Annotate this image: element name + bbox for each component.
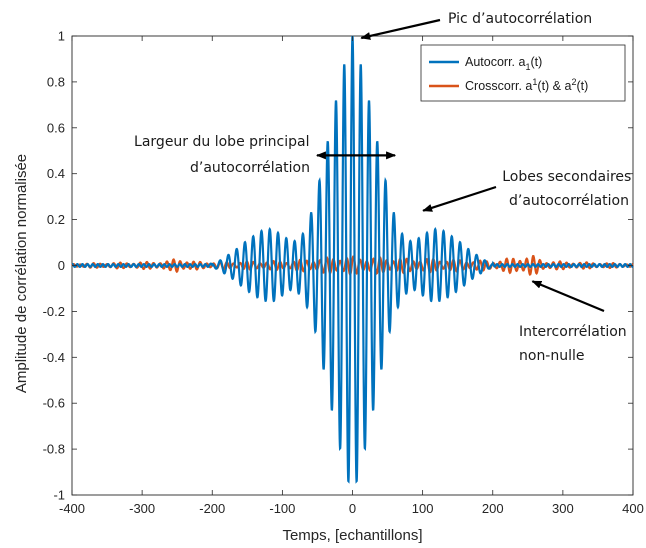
y-tick-label: -0.4 — [43, 350, 65, 365]
y-tick-label: 0.6 — [47, 120, 65, 135]
annotation-main-lobe-width: Largeur du lobe principal d’autocorrélat… — [134, 134, 314, 176]
y-tick-label: 1 — [58, 29, 65, 44]
axis-ticks: -400 -300 -200 -100 0 100 200 300 400 1 0.8 0.6 0.4 0… — [43, 29, 644, 517]
y-tick-label: 0.2 — [47, 212, 65, 227]
annotation-crosscorrelation-line-1: Intercorrélation — [519, 324, 627, 340]
legend: Autocorr. a1(t) Crosscorr. a1(t) & a2(t) — [420, 44, 626, 102]
legend-autocorr-main: Autocorr. a — [465, 55, 525, 69]
legend-crosscorr-end: (t) — [576, 79, 588, 93]
x-tick-label: -100 — [269, 501, 295, 516]
annotation-sidelobes-line-2: d’autocorrélation — [509, 193, 629, 209]
annotation-crosscorrelation-arrow — [531, 280, 605, 313]
y-axis-label: Amplitude de corrélation normalisée — [13, 154, 30, 393]
legend-autocorr-end: (t) — [530, 55, 542, 69]
y-tick-label: -1 — [53, 488, 65, 503]
y-tick-label: -0.6 — [43, 396, 65, 411]
annotation-crosscorrelation-line-2: non-nulle — [519, 348, 585, 364]
x-tick-label: -200 — [199, 501, 225, 516]
legend-crosscorr-superscript-1: 1 — [532, 77, 537, 87]
annotation-crosscorrelation: Intercorrélation non-nulle — [519, 324, 631, 364]
legend-box — [420, 44, 626, 102]
annotation-main-lobe-width-line-1: Largeur du lobe principal — [134, 134, 309, 150]
x-tick-label: 400 — [622, 501, 644, 516]
x-tick-label: -400 — [59, 501, 85, 516]
annotation-peak: Pic d’autocorrélation — [448, 11, 592, 27]
x-tick-label: 200 — [482, 501, 504, 516]
y-tick-label: -0.2 — [43, 304, 65, 319]
y-tick-label: 0 — [58, 258, 65, 273]
y-tick-label: 0.8 — [47, 74, 65, 89]
legend-crosscorr-main: Crosscorr. a — [465, 79, 532, 93]
annotation-sidelobes-line-1: Lobes secondaires — [502, 169, 631, 185]
y-tick-label: -0.8 — [43, 442, 65, 457]
legend-crosscorr-superscript-2: 2 — [571, 77, 576, 87]
x-axis-label: Temps, [echantillons] — [282, 527, 422, 544]
annotation-peak-line-1: Pic d’autocorrélation — [448, 11, 592, 27]
y-tick-label: 0.4 — [47, 166, 65, 181]
annotation-main-lobe-width-line-2: d’autocorrélation — [190, 160, 310, 176]
legend-label-autocorr: Autocorr. a1(t) — [465, 55, 542, 72]
legend-label-crosscorr: Crosscorr. a1(t) & a2(t) — [465, 77, 588, 93]
x-tick-label: 300 — [552, 501, 574, 516]
annotation-sidelobes-arrow — [422, 185, 497, 212]
legend-autocorr-subscript: 1 — [525, 62, 530, 72]
x-tick-label: 0 — [349, 501, 356, 516]
x-tick-label: -300 — [129, 501, 155, 516]
x-tick-label: 100 — [412, 501, 434, 516]
annotation-sidelobes: Lobes secondaires d’autocorrélation — [502, 169, 636, 209]
legend-crosscorr-mid: (t) & a — [537, 79, 571, 93]
annotations: Pic d’autocorrélation Largeur du lobe pr… — [134, 11, 636, 364]
annotation-peak-arrow — [360, 18, 441, 40]
